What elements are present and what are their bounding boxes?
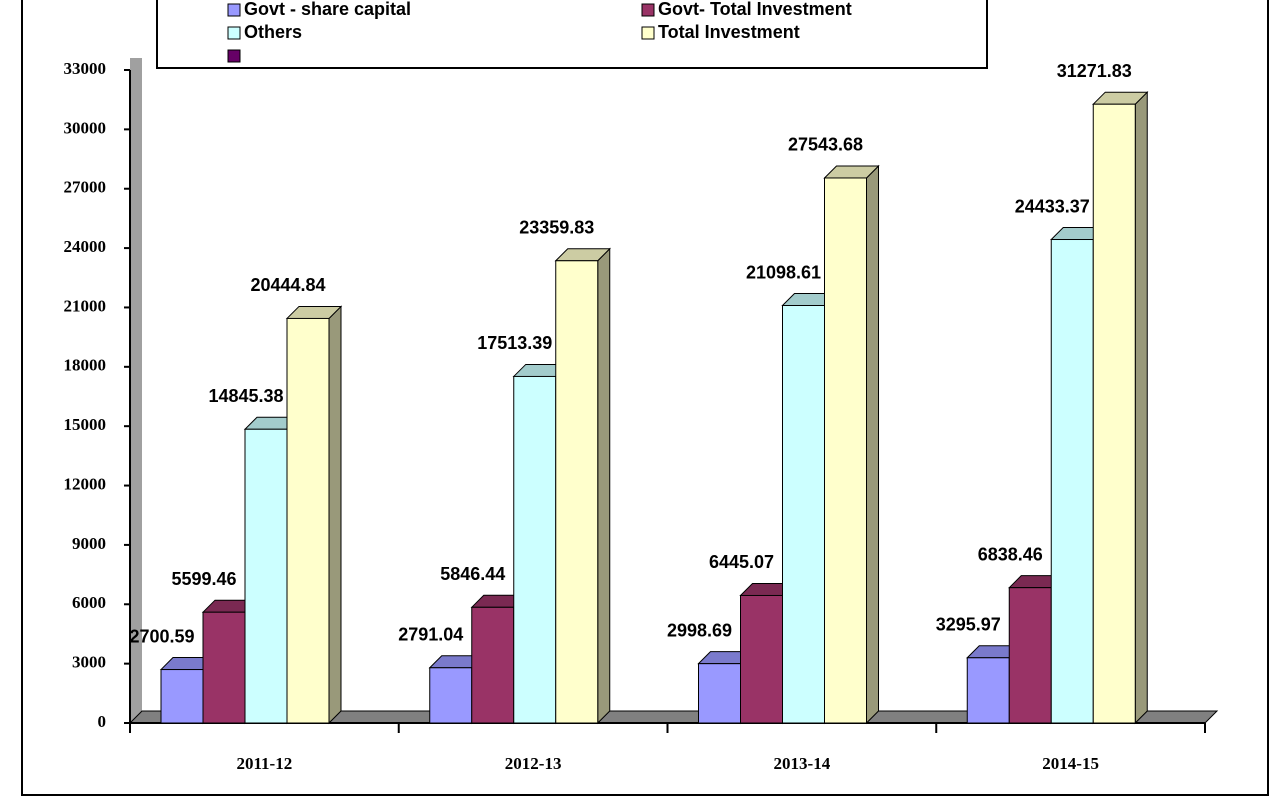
- bar: [513, 375, 557, 724]
- chart-border: [21, 0, 1269, 796]
- bar: [698, 663, 741, 724]
- y-tick-label: 21000: [64, 296, 107, 315]
- bar: [286, 317, 330, 724]
- value-label: 2700.59: [129, 626, 194, 646]
- bar: [471, 606, 515, 724]
- x-tick-label: 2011-12: [237, 754, 293, 773]
- legend-marker: [227, 49, 241, 63]
- y-tick-label: 6000: [72, 593, 106, 612]
- back-wall: [130, 58, 142, 723]
- bar: [1008, 587, 1052, 724]
- y-tick-label: 18000: [64, 356, 107, 375]
- value-label: 23359.83: [519, 218, 594, 238]
- value-label: 6445.07: [709, 552, 774, 572]
- bar: [555, 260, 599, 724]
- value-label: 24433.37: [1015, 196, 1090, 216]
- y-tick-label: 30000: [64, 118, 107, 137]
- value-label: 20444.84: [250, 275, 325, 295]
- legend-marker: [227, 26, 241, 40]
- value-label: 14845.38: [208, 386, 283, 406]
- bar: [966, 657, 1010, 724]
- legend-marker: [227, 3, 241, 17]
- x-tick-label: 2013-14: [774, 754, 831, 773]
- value-label: 27543.68: [788, 135, 863, 155]
- legend-label: Others: [244, 22, 302, 42]
- bar: [160, 669, 204, 724]
- value-label: 21098.61: [746, 262, 821, 282]
- bar: [244, 428, 288, 724]
- value-label: 3295.97: [936, 615, 1001, 635]
- value-label: 5599.46: [171, 569, 236, 589]
- legend-box: [156, 0, 988, 69]
- legend-label: Govt- Total Investment: [658, 0, 852, 19]
- value-label: 6838.46: [978, 544, 1043, 564]
- x-tick-label: 2014-15: [1042, 754, 1099, 773]
- legend-label: Govt - share capital: [244, 0, 411, 19]
- y-tick-label: 24000: [64, 237, 107, 256]
- value-label: 17513.39: [477, 333, 552, 353]
- y-tick-label: 9000: [72, 534, 106, 553]
- y-tick-label: 27000: [64, 178, 107, 197]
- legend-marker: [641, 26, 655, 40]
- y-tick-label: 3000: [72, 653, 106, 672]
- bar-side: [328, 305, 342, 725]
- y-tick-label: 33000: [64, 59, 107, 78]
- y-tick-label: 12000: [64, 474, 107, 493]
- bar: [740, 594, 783, 724]
- bar: [202, 611, 246, 724]
- bar: [1092, 103, 1136, 724]
- y-tick-label: 15000: [64, 415, 107, 434]
- y-tick-label: 0: [98, 712, 107, 731]
- bar: [429, 667, 473, 724]
- x-tick-label: 2012-13: [505, 754, 562, 773]
- legend-label: Total Investment: [658, 22, 800, 42]
- value-label: 31271.83: [1057, 61, 1132, 81]
- value-label: 5846.44: [440, 564, 505, 584]
- bar: [1050, 239, 1094, 724]
- value-label: 2998.69: [667, 620, 732, 640]
- legend-marker: [641, 3, 655, 17]
- bar: [782, 305, 825, 724]
- value-label: 2791.04: [398, 625, 463, 645]
- bar-side: [1134, 90, 1148, 725]
- bar-side: [866, 164, 879, 725]
- bar-side: [597, 247, 611, 725]
- bar: [824, 177, 867, 724]
